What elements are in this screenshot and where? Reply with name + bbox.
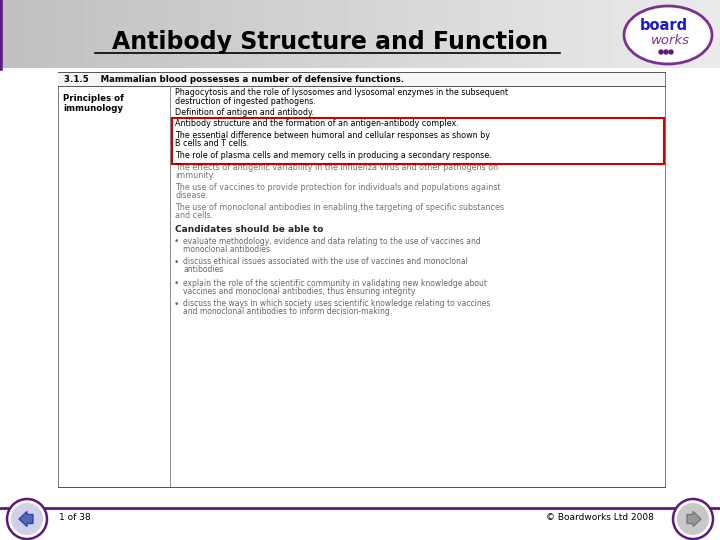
Ellipse shape (624, 6, 712, 64)
Text: © Boardworks Ltd 2008: © Boardworks Ltd 2008 (546, 514, 654, 523)
Text: Definition of antigen and antibody.: Definition of antigen and antibody. (175, 108, 314, 117)
Circle shape (664, 50, 668, 54)
Text: Principles of
immunology: Principles of immunology (63, 94, 124, 113)
Circle shape (673, 499, 713, 539)
FancyArrow shape (687, 511, 701, 526)
Text: explain the role of the scientific community in validating new knowledge about: explain the role of the scientific commu… (183, 279, 487, 287)
Text: antibodies: antibodies (183, 266, 223, 274)
Text: Antibody Structure and Function: Antibody Structure and Function (112, 30, 548, 54)
Text: board: board (640, 18, 688, 33)
Text: and cells.: and cells. (175, 211, 213, 220)
Text: discuss ethical issues associated with the use of vaccines and monoclonal: discuss ethical issues associated with t… (183, 258, 468, 267)
Text: The role of plasma cells and memory cells in producing a secondary response.: The role of plasma cells and memory cell… (175, 151, 492, 160)
Text: The effects of antigenic variability in the influenza virus and other pathogens : The effects of antigenic variability in … (175, 163, 498, 172)
Text: •: • (174, 258, 179, 267)
FancyArrow shape (19, 511, 33, 526)
Text: •: • (174, 300, 179, 309)
Text: •: • (174, 237, 179, 246)
Text: The essential difference between humoral and cellular responses as shown by: The essential difference between humoral… (175, 131, 490, 140)
Text: and monoclonal antibodies to inform decision-making.: and monoclonal antibodies to inform deci… (183, 307, 392, 316)
Text: monoclonal antibodies: monoclonal antibodies (183, 245, 270, 253)
Text: The use of monoclonal antibodies in enabling the targeting of specific substance: The use of monoclonal antibodies in enab… (175, 202, 504, 212)
Text: B cells and T cells.: B cells and T cells. (175, 139, 249, 148)
Bar (172, 118, 664, 164)
Text: evaluate methodology, evidence and data relating to the use of vaccines and: evaluate methodology, evidence and data … (183, 237, 481, 246)
Bar (58, 72, 665, 487)
Text: Candidates should be able to: Candidates should be able to (175, 226, 323, 234)
Circle shape (669, 50, 673, 54)
Text: destruction of ingested pathogens.: destruction of ingested pathogens. (175, 97, 316, 105)
Text: •: • (174, 279, 179, 288)
Text: works: works (650, 33, 690, 46)
Text: The use of vaccines to provide protection for individuals and populations agains: The use of vaccines to provide protectio… (175, 183, 500, 192)
Text: Phagocytosis and the role of lysosomes and lysosomal enzymes in the subsequent: Phagocytosis and the role of lysosomes a… (175, 88, 508, 97)
Circle shape (7, 499, 47, 539)
Bar (58, 72, 665, 86)
Circle shape (677, 503, 709, 535)
Text: 3.1.5    Mammalian blood possesses a number of defensive functions.: 3.1.5 Mammalian blood possesses a number… (64, 75, 404, 84)
Circle shape (659, 50, 663, 54)
Text: vaccines and monoclonal antibodies, thus ensuring integrity: vaccines and monoclonal antibodies, thus… (183, 287, 415, 295)
Text: immunity.: immunity. (175, 171, 215, 180)
Text: discuss the ways in which society uses scientific knowledge relating to vaccines: discuss the ways in which society uses s… (183, 300, 490, 308)
Text: Antibody structure and the formation of an antigen-antibody complex.: Antibody structure and the formation of … (175, 119, 459, 129)
Text: 1 of 38: 1 of 38 (59, 514, 91, 523)
Circle shape (11, 503, 43, 535)
Text: disease.: disease. (175, 191, 208, 200)
